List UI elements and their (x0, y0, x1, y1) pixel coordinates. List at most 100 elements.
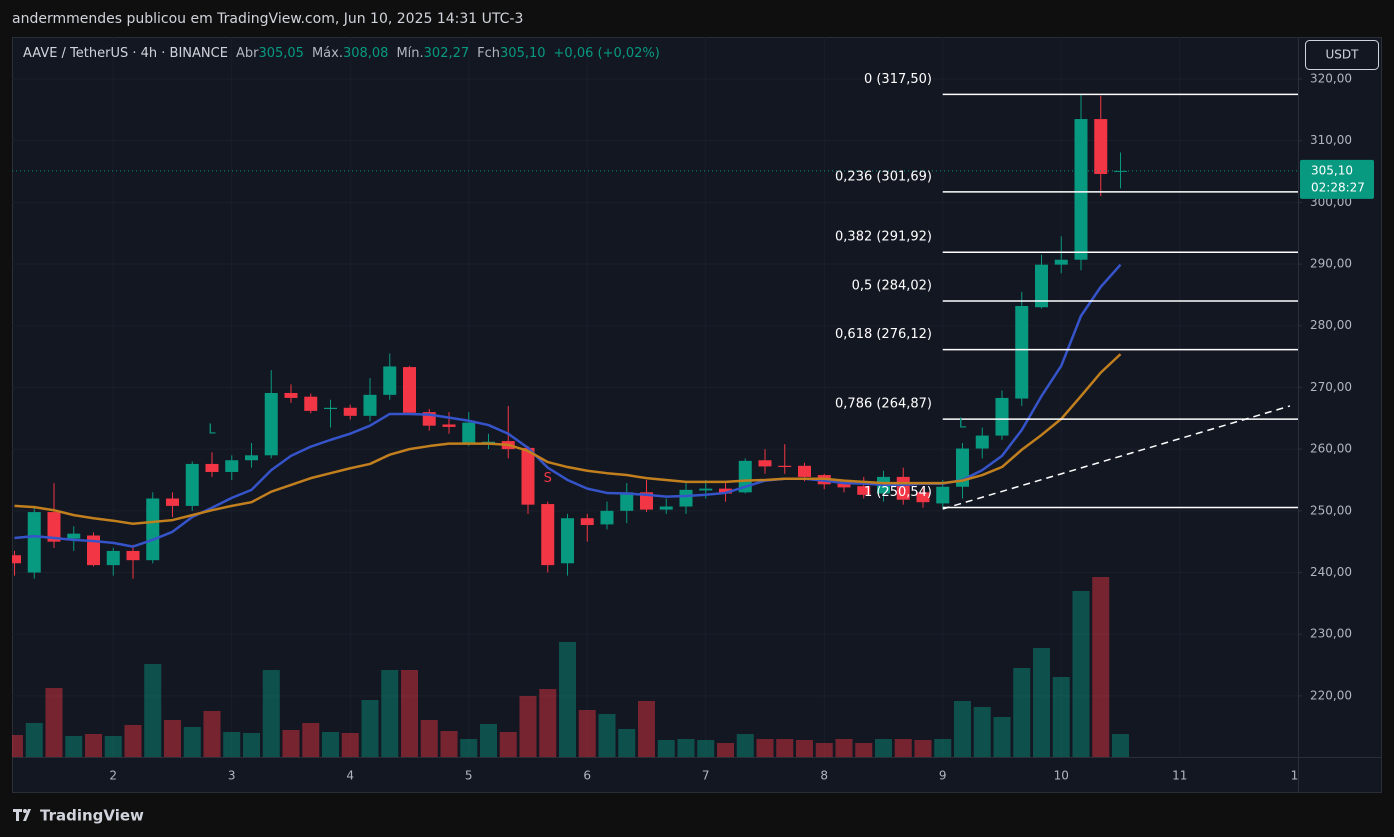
overlays: 0 (317,50) 0,236 (301,69) 0,382 (291,92) 0,… (12, 72, 1298, 548)
brand-logo (13, 809, 31, 821)
volume-bar (973, 707, 991, 757)
x-tick-label: 6 (583, 769, 591, 783)
volume-bar (65, 736, 83, 757)
candle-body (580, 518, 594, 526)
candle-body (1054, 259, 1068, 265)
candle-body (1094, 119, 1108, 174)
volume-bar (25, 723, 43, 757)
candle-body (27, 512, 41, 573)
candle-body (936, 486, 950, 504)
volume-bar (243, 733, 260, 757)
volume-bar (855, 743, 873, 757)
y-tick-label: 310,00 (1310, 133, 1352, 147)
candle-body (166, 498, 179, 506)
volume-bar (875, 739, 892, 757)
legend-field-value: 305,05 (258, 46, 304, 61)
logo-mark (13, 809, 31, 821)
candle-body (264, 392, 278, 456)
volume-bar (282, 730, 300, 757)
volume-bar (697, 740, 715, 757)
candle-body (324, 407, 337, 410)
legend-field-value: 305,10 (500, 46, 546, 61)
volume-bar (598, 714, 616, 757)
volume-bar (341, 733, 359, 757)
legend-field-value: 308,08 (343, 46, 389, 61)
candle-body (12, 555, 21, 564)
volume-bar (1052, 677, 1070, 757)
volume-bar (499, 732, 517, 757)
fib-label: 0 (317,50) (864, 72, 932, 87)
volume-bar (559, 642, 576, 757)
candle-body (659, 506, 673, 510)
price-tag (1300, 159, 1374, 199)
volume-bar (302, 723, 320, 757)
candle-body (47, 512, 61, 542)
x-tick-label: 10 (1054, 769, 1069, 783)
volume-bar (1112, 734, 1129, 757)
volume-bar (618, 729, 636, 757)
volume-bar (578, 710, 596, 757)
volume-bar (954, 701, 971, 757)
candle-body (699, 488, 713, 491)
volume-bar (104, 736, 122, 757)
candle-body (1074, 119, 1088, 260)
candle-body (106, 550, 120, 566)
y-tick-label: 230,00 (1310, 627, 1352, 641)
y-tick-label: 250,00 (1310, 503, 1352, 517)
y-tick-label: 290,00 (1310, 257, 1352, 271)
volume-bar (835, 739, 853, 757)
candle-body (778, 465, 792, 468)
signal-label: S (544, 471, 552, 486)
logo-dot (23, 809, 27, 813)
legend-change: +0,06 (+0,02%) (554, 46, 660, 61)
fib-label: 0,786 (264,87) (835, 397, 932, 412)
currency-button[interactable] (1305, 40, 1379, 70)
volume-bar (164, 720, 181, 757)
volume-bar (223, 732, 241, 757)
candle-body (442, 424, 456, 427)
candle-body (561, 518, 574, 564)
candle-body (640, 492, 653, 510)
legend-field-label: Mín. (396, 46, 423, 61)
volume-bar (203, 711, 221, 757)
volume-bar (519, 696, 537, 757)
volume-bar (381, 670, 399, 757)
candle-body (245, 455, 258, 461)
volume-bar (657, 740, 675, 757)
fib-label: 0,236 (301,69) (835, 169, 932, 184)
candle-body (67, 533, 81, 539)
candle-body (916, 492, 930, 503)
candle-body (679, 489, 693, 507)
legend-field-label: Abr (236, 46, 259, 61)
x-tick-label: 12 (1291, 769, 1306, 783)
candle-body (462, 422, 476, 443)
candle-body (126, 550, 140, 561)
x-tick-label: 4 (346, 769, 354, 783)
candle-body (1035, 264, 1048, 308)
y-tick-label: 320,00 (1310, 71, 1352, 85)
candle-body (304, 396, 318, 411)
candle-body (857, 486, 871, 495)
y-tick-label: 240,00 (1310, 565, 1352, 579)
currency-label[interactable]: USDT (1326, 48, 1360, 62)
legend-field-label: Máx. (312, 46, 343, 61)
candle-body (620, 492, 634, 511)
fib-label: 0,618 (276,12) (835, 327, 932, 342)
candle-body (225, 460, 239, 472)
volume-bar (796, 740, 813, 757)
volume-bar (12, 735, 23, 757)
signal-label: L (959, 416, 967, 431)
candle-body (185, 463, 199, 506)
fib-label: 1 (250,54) (864, 485, 932, 500)
chart-frame (12, 37, 1382, 793)
volume-bar (420, 720, 438, 757)
volume-bar (776, 739, 794, 757)
fib-label: 0,5 (284,02) (852, 278, 932, 293)
candle-body (837, 483, 851, 488)
candle-body (719, 488, 732, 494)
candle-body (521, 447, 535, 505)
volume-bar (914, 740, 932, 757)
candle-body (403, 367, 416, 413)
